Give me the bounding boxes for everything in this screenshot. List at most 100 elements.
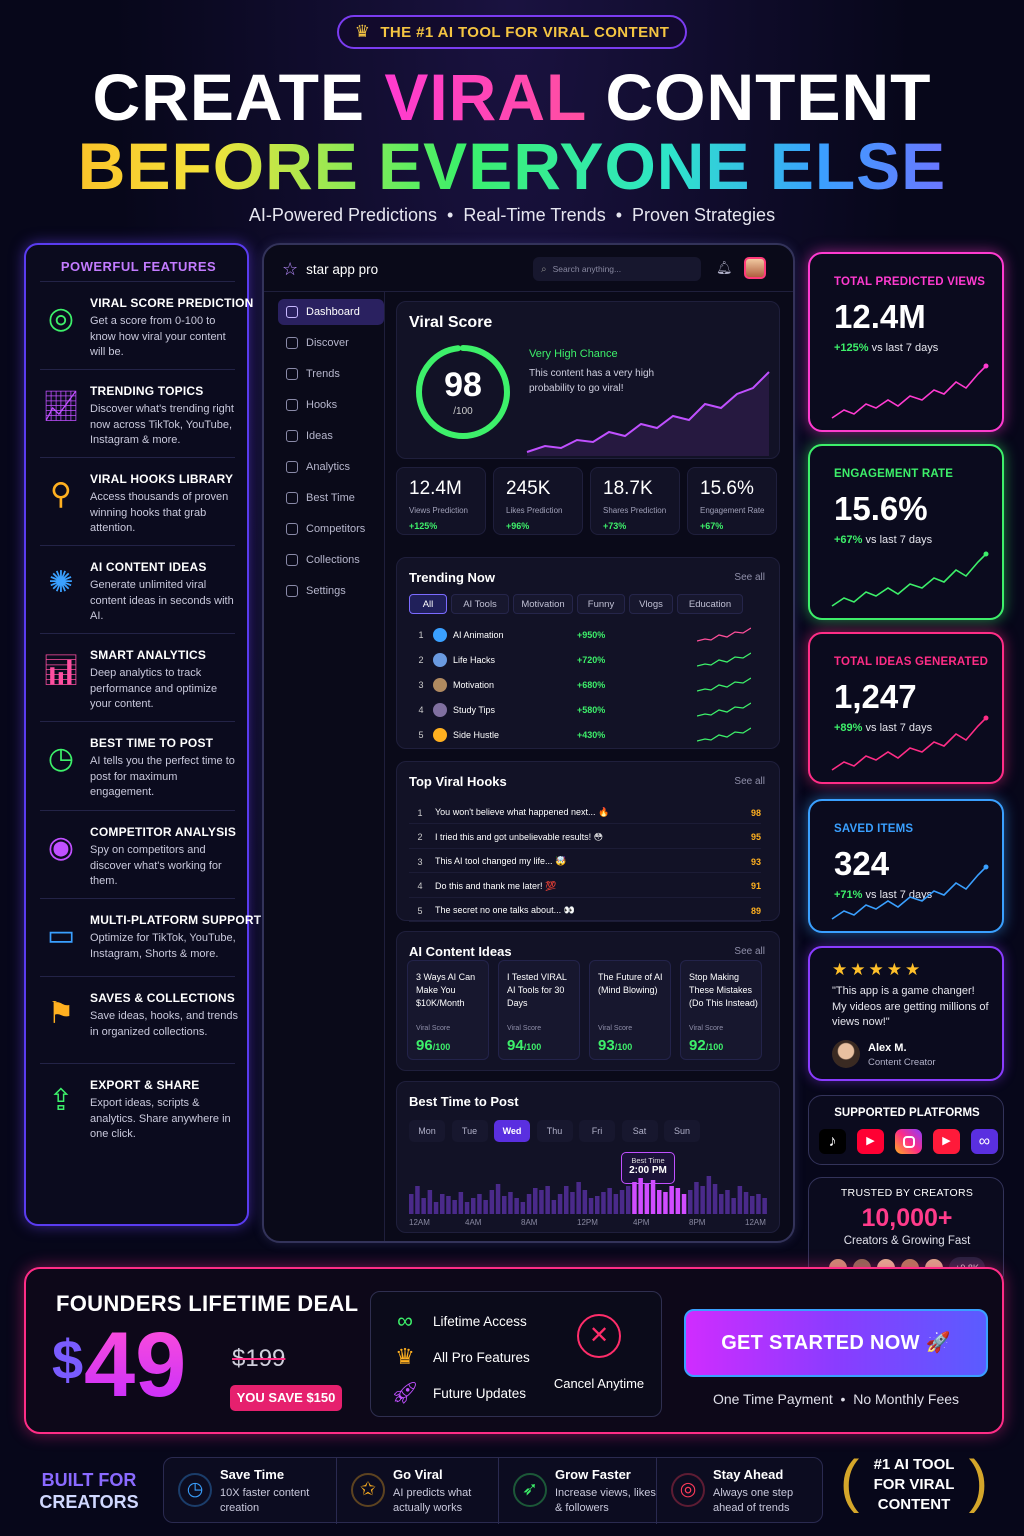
nav-trends[interactable]: Trends [278, 361, 384, 387]
bell-icon[interactable]: 🔔︎ [716, 260, 733, 275]
axis-label: 8AM [521, 1218, 538, 1227]
metric-change-value: +67% [834, 534, 863, 546]
day-mon[interactable]: Mon [409, 1120, 445, 1142]
trend-row[interactable]: 3 Motivation +680% [409, 674, 757, 696]
idea-score-value: 96 [416, 1037, 433, 1054]
avatar[interactable] [744, 257, 766, 279]
day-wed[interactable]: Wed [494, 1120, 530, 1142]
nav-competitors[interactable]: Competitors [278, 516, 384, 542]
idea-card[interactable]: Stop Making These Mistakes (Do This Inst… [680, 960, 762, 1060]
trend-row[interactable]: 1 AI Animation +950% [409, 624, 757, 646]
trending-see-all[interactable]: See all [734, 572, 765, 583]
star-logo-icon: ☆ [282, 259, 299, 279]
tab-all[interactable]: All [409, 594, 447, 614]
nav-analytics[interactable]: Analytics [278, 454, 384, 480]
trend-change: +430% [577, 730, 606, 740]
nav-label: Ideas [306, 430, 333, 442]
hooks-see-all[interactable]: See all [734, 776, 765, 787]
time-bar [601, 1192, 606, 1214]
trend-row[interactable]: 2 Life Hacks +720% [409, 649, 757, 671]
youtube-icon[interactable]: ▶ [857, 1129, 884, 1154]
idea-score-label: Viral Score [689, 1025, 724, 1032]
time-bar [440, 1194, 445, 1214]
idea-card[interactable]: 3 Ways AI Can Make You $10K/Month Viral S… [407, 960, 489, 1060]
badge-line: FOR VIRAL [873, 1476, 955, 1493]
tab-education[interactable]: Education [677, 594, 743, 614]
nav-dashboard[interactable]: Dashboard [278, 299, 384, 325]
feature-item[interactable]: ⚑ SAVES & COLLECTIONS Save ideas, hooks, a… [40, 976, 238, 1063]
feature-item[interactable]: ⇪ EXPORT & SHARE Export ideas, scripts & a… [40, 1063, 235, 1220]
feature-item[interactable]: 📈︎ TRENDING TOPICS Discover what's trendin… [40, 369, 235, 457]
nav-best-time[interactable]: Best Time [278, 485, 384, 511]
app-brand[interactable]: ☆ star app pro [282, 259, 378, 280]
day-sun[interactable]: Sun [664, 1120, 700, 1142]
idea-card[interactable]: The Future of AI (Mind Blowing) Viral Sco… [589, 960, 671, 1060]
app-window: ☆ star app pro ⌕ Search anything... 🔔︎ D… [262, 243, 795, 1243]
trend-rank: 3 [418, 680, 424, 690]
day-sat[interactable]: Sat [621, 1120, 658, 1142]
time-bar [508, 1192, 513, 1214]
time-bar [421, 1198, 426, 1214]
built-line-1: BUILT FOR [41, 1470, 137, 1490]
testimonial-quote: "This app is a game changer! My videos a… [832, 985, 989, 1028]
benefit-item: ◷ Save Time 10X faster content creation [164, 1458, 336, 1524]
hook-row[interactable]: 5 The secret no one talks about... 👀 89 [409, 900, 761, 922]
tiktok-icon[interactable]: ♪ [819, 1129, 846, 1154]
stopwatch-icon: ◷ [178, 1473, 212, 1507]
feature-item[interactable]: ◉ COMPETITOR ANALYSIS Spy on competitors a… [40, 810, 236, 898]
ideas-see-all[interactable]: See all [734, 946, 765, 957]
time-bar [557, 1194, 563, 1214]
feature-desc: Save ideas, hooks, and trends in organiz… [90, 1010, 238, 1038]
nav-settings[interactable]: Settings [278, 578, 384, 604]
feature-desc: AI tells you the perfect time to post fo… [90, 755, 235, 798]
hook-row[interactable]: 3 This AI tool changed my life... 🤯 93 [409, 851, 761, 873]
hook-row[interactable]: 2 I tried this and got unbelievable resul… [409, 827, 761, 849]
time-bar [681, 1194, 687, 1214]
feature-item[interactable]: ⚲ VIRAL HOOKS LIBRARY Access thousands of … [40, 457, 235, 545]
axis-label: 4AM [465, 1218, 482, 1227]
search-input[interactable]: ⌕ Search anything... [533, 257, 701, 281]
tab-funny[interactable]: Funny [577, 594, 625, 614]
feature-item[interactable]: ◎ VIRAL SCORE PREDICTION Get a score from … [40, 281, 253, 369]
day-thu[interactable]: Thu [536, 1120, 573, 1142]
instagram-icon[interactable] [895, 1129, 922, 1154]
top-banner: ♛ THE #1 AI TOOL FOR VIRAL CONTENT [337, 15, 687, 49]
feature-item[interactable]: ▭ MULTI-PLATFORM SUPPORT Optimize for TikT… [40, 898, 261, 976]
day-fri[interactable]: Fri [579, 1120, 615, 1142]
feature-item[interactable]: ✺ AI CONTENT IDEAS Generate unlimited vira… [40, 545, 235, 633]
hero-line-1: CREATE VIRAL CONTENT [0, 64, 1024, 130]
day-tue[interactable]: Tue [451, 1120, 488, 1142]
trend-rank: 5 [418, 730, 424, 740]
nav-collections[interactable]: Collections [278, 547, 384, 573]
shorts-icon[interactable]: ▶ [933, 1129, 960, 1154]
hook-row[interactable]: 4 Do this and thank me later! 💯 91 [409, 876, 761, 898]
time-bar [458, 1192, 464, 1214]
viral-score-panel: Viral Score 98 /100 Very High Chance Thi… [396, 301, 780, 459]
trend-sparkline [697, 702, 751, 717]
time-bar [446, 1196, 451, 1214]
tab-ai-tools[interactable]: AI Tools [451, 594, 509, 614]
trending-chart-icon: 📈︎ [42, 390, 81, 423]
feature-item[interactable]: ◷ BEST TIME TO POST AI tells you the perfe… [40, 721, 235, 810]
stat-card: 12.4M Views Prediction +125% [396, 467, 486, 535]
nav-discover[interactable]: Discover [278, 330, 384, 356]
benefit-item: ✩ Go Viral AI predicts what actually works [336, 1458, 498, 1524]
tab-vlogs[interactable]: Vlogs [629, 594, 673, 614]
get-started-button[interactable]: GET STARTED NOW 🚀 [684, 1309, 988, 1377]
feature-item[interactable]: 📊︎ SMART ANALYTICS Deep analytics to track… [40, 633, 235, 721]
nav-ideas[interactable]: Ideas [278, 423, 384, 449]
hook-text: I tried this and got unbelievable result… [435, 831, 603, 842]
trend-change: +580% [577, 705, 606, 715]
trend-row[interactable]: 4 Study Tips +580% [409, 699, 757, 721]
nav-hooks[interactable]: Hooks [278, 392, 384, 418]
best-time-tooltip: Best Time 2:00 PM [621, 1152, 675, 1184]
idea-card[interactable]: I Tested VIRAL AI Tools for 30 Days Viral… [498, 960, 580, 1060]
idea-score-label: Viral Score [416, 1025, 451, 1032]
trend-row[interactable]: 5 Side Hustle +430% [409, 724, 757, 746]
metric-value: 1,247 [834, 678, 917, 715]
tab-motivation[interactable]: Motivation [513, 594, 573, 614]
infinity-icon[interactable]: ∞ [971, 1129, 998, 1154]
time-bar [694, 1182, 699, 1214]
nav-label: Dashboard [306, 306, 360, 318]
hook-row[interactable]: 1 You won't believe what happened next...… [409, 802, 761, 824]
